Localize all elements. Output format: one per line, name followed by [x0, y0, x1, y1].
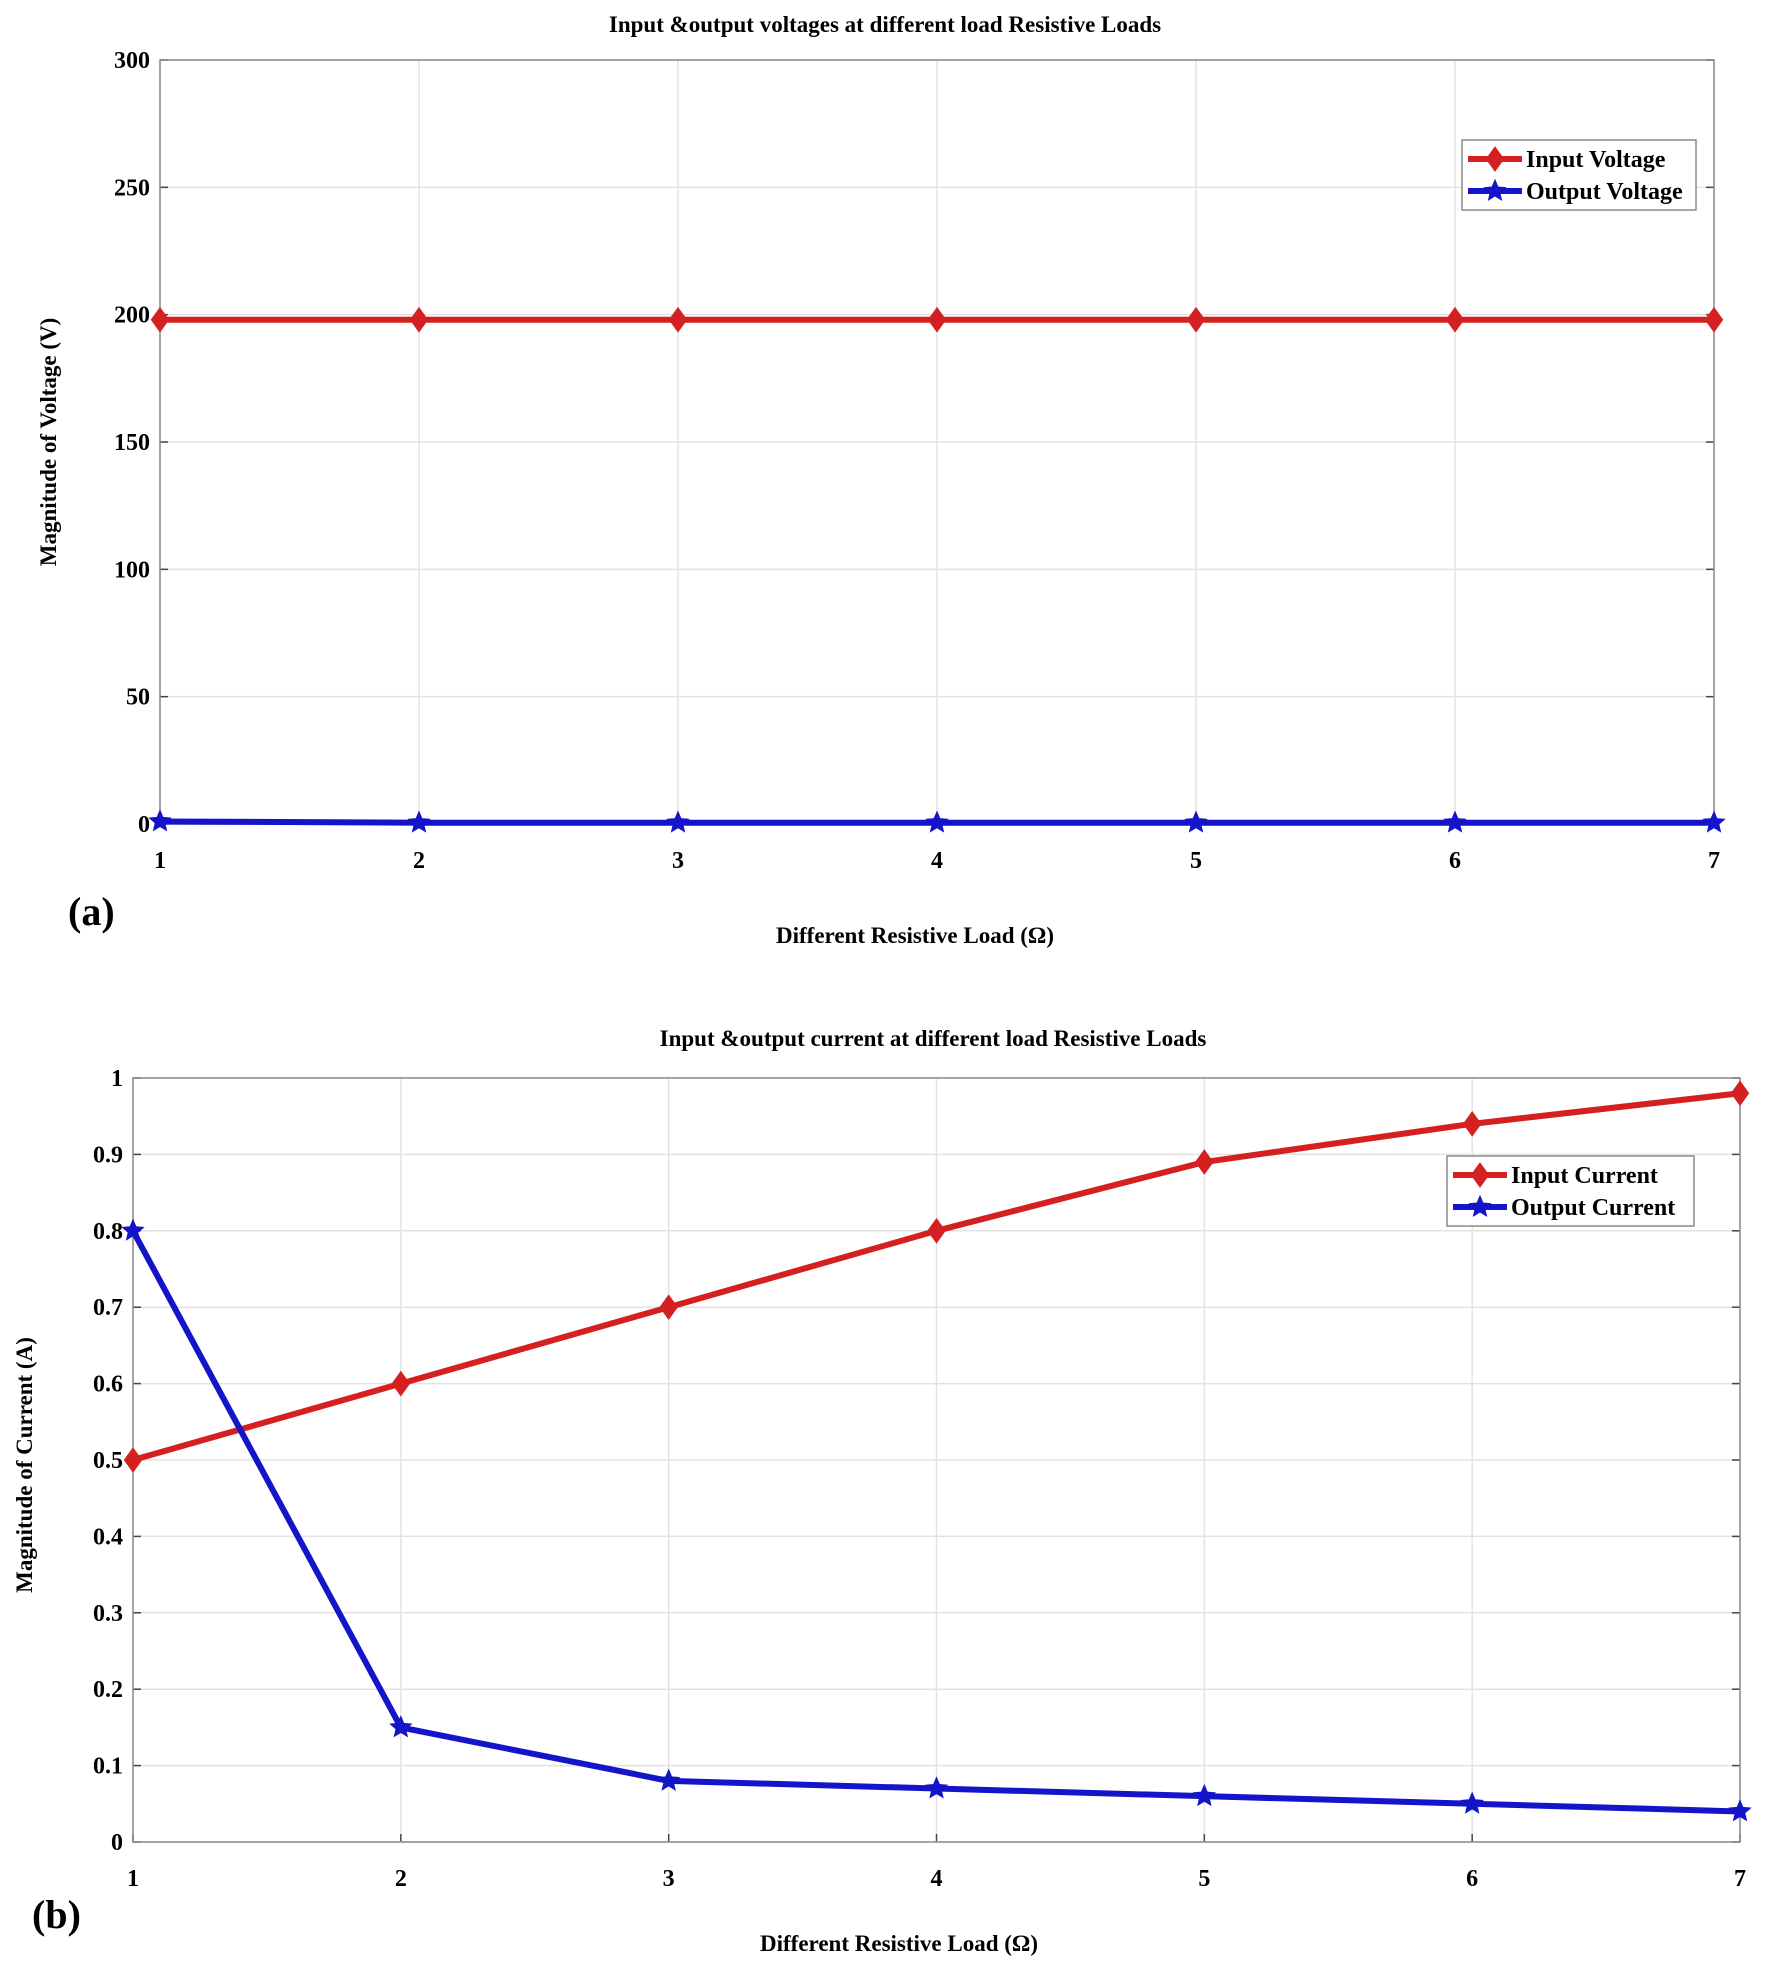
chart-b-y-tick-label: 0.7	[93, 1295, 123, 1321]
chart-a-x-axis-label: Different Resistive Load (Ω)	[776, 923, 1054, 948]
chart-b-title: Input &output current at different load …	[660, 1026, 1207, 1051]
chart-b-y-tick-label: 0.3	[93, 1601, 123, 1627]
chart-a-y-tick-label: 300	[114, 48, 150, 74]
chart-a-y-tick-label: 250	[114, 175, 150, 201]
chart-b-panel-label: (b)	[32, 1892, 81, 1937]
chart-b-point-input-current	[927, 1217, 946, 1244]
chart-b-y-tick-label: 1	[111, 1066, 123, 1092]
chart-b-x-tick-label: 2	[395, 1866, 407, 1892]
chart-b-y-tick-label: 0.2	[93, 1677, 123, 1703]
chart-b-legend: Input Current Output Current	[1446, 1155, 1695, 1227]
chart-b-point-input-current	[1730, 1080, 1750, 1107]
chart-b-y-tick-label: 0.1	[93, 1754, 123, 1780]
chart-b-x-axis-label: Different Resistive Load (Ω)	[760, 1931, 1038, 1956]
chart-a-legend: Input Voltage Output Voltage	[1461, 139, 1697, 211]
chart-a-x-tick-label: 4	[931, 848, 943, 874]
chart-b-x-tick-label: 7	[1734, 1866, 1746, 1892]
chart-a-point-input-voltage	[927, 306, 947, 333]
chart-a-point-output-voltage	[1184, 810, 1208, 833]
chart-a-point-input-voltage	[409, 306, 429, 333]
chart-b-point-output-current	[1460, 1791, 1484, 1814]
chart-b-x-tick-label: 3	[663, 1866, 675, 1892]
chart-b-x-tick-label: 6	[1466, 1866, 1478, 1892]
chart-b-point-output-current	[656, 1768, 681, 1791]
chart-a-y-tick-label: 200	[114, 303, 150, 329]
chart-a-point-output-voltage	[1702, 810, 1726, 833]
chart-a-legend-label: Output Voltage	[1526, 179, 1683, 205]
chart-b-legend-label: Output Current	[1511, 1195, 1675, 1221]
chart-b-x-tick-label: 1	[127, 1866, 139, 1892]
chart-a-y-axis-label: Magnitude of Voltage (V)	[36, 318, 61, 567]
chart-b-legend-box	[1446, 1155, 1695, 1227]
chart-b-point-output-current	[1192, 1783, 1217, 1807]
chart-a-point-output-voltage	[148, 809, 172, 832]
chart-a-y-tick-label: 50	[126, 685, 150, 711]
chart-a-title: Input &output voltages at different load…	[609, 12, 1161, 37]
chart-a-y-tick-label: 100	[114, 557, 150, 583]
chart-a-point-output-voltage	[925, 810, 949, 833]
chart-b-point-input-current	[1195, 1149, 1214, 1175]
chart-a-legend-marker	[1485, 146, 1505, 172]
chart-a-x-tick-label: 2	[413, 848, 425, 874]
chart-b-point-output-current	[1728, 1799, 1752, 1822]
chart-a-legend-label: Input Voltage	[1526, 147, 1666, 173]
chart-b-y-tick-label: 0.9	[93, 1142, 123, 1168]
chart-b-legend-marker	[1470, 1162, 1490, 1188]
chart-a-point-output-voltage	[407, 810, 431, 833]
chart-b-point-output-current	[121, 1218, 145, 1241]
chart-a-point-input-voltage	[1445, 306, 1465, 333]
chart-a-x-tick-label: 7	[1708, 848, 1720, 874]
chart-a-x-tick-label: 1	[154, 848, 166, 874]
chart-b: 1 2 3 4 5 6 7 0 0.1 0.2 0.3 0.4 0.5 0.6 0.7 0.8 0.9 1 Inpu…	[12, 1026, 1752, 1956]
chart-b-x-tick-label: 4	[931, 1866, 943, 1892]
chart-b-y-tick-label: 0.5	[93, 1448, 123, 1474]
chart-a-point-input-voltage	[1704, 306, 1724, 333]
chart-b-y-tick-label: 0	[111, 1830, 123, 1856]
chart-a: 1 2 3 4 5 6 7 0 50 100 150 200 250 300 Input Voltage Ou…	[36, 12, 1726, 948]
chart-a-point-input-voltage	[1186, 306, 1206, 333]
chart-b-point-input-current	[391, 1370, 411, 1397]
chart-a-point-output-voltage	[666, 810, 690, 833]
chart-a-x-tick-label: 3	[672, 848, 684, 874]
chart-a-point-input-voltage	[150, 306, 170, 333]
chart-a-point-input-voltage	[668, 306, 688, 333]
chart-a-y-tick-label: 0	[138, 812, 150, 838]
chart-b-y-axis-label: Magnitude of Current (A)	[12, 1337, 37, 1593]
chart-b-point-input-current	[1462, 1110, 1482, 1137]
chart-b-point-input-current	[659, 1294, 678, 1321]
chart-b-y-tick-label: 0.4	[93, 1524, 123, 1550]
chart-a-y-tick-label: 150	[114, 430, 150, 456]
chart-b-point-input-current	[123, 1447, 143, 1473]
chart-b-point-output-current	[389, 1715, 413, 1738]
chart-a-x-tick-label: 6	[1449, 848, 1461, 874]
chart-b-y-tick-label: 0.8	[93, 1219, 123, 1245]
chart-b-legend-label: Input Current	[1511, 1163, 1658, 1189]
chart-b-point-output-current	[924, 1776, 949, 1799]
chart-b-y-tick-label: 0.6	[93, 1372, 123, 1398]
chart-a-point-output-voltage	[1443, 810, 1467, 833]
chart-a-panel-label: (a)	[68, 889, 115, 934]
chart-a-legend-marker	[1483, 178, 1507, 201]
chart-b-x-tick-label: 5	[1198, 1866, 1210, 1892]
chart-b-legend-marker	[1468, 1194, 1492, 1217]
chart-a-x-tick-label: 5	[1190, 848, 1202, 874]
